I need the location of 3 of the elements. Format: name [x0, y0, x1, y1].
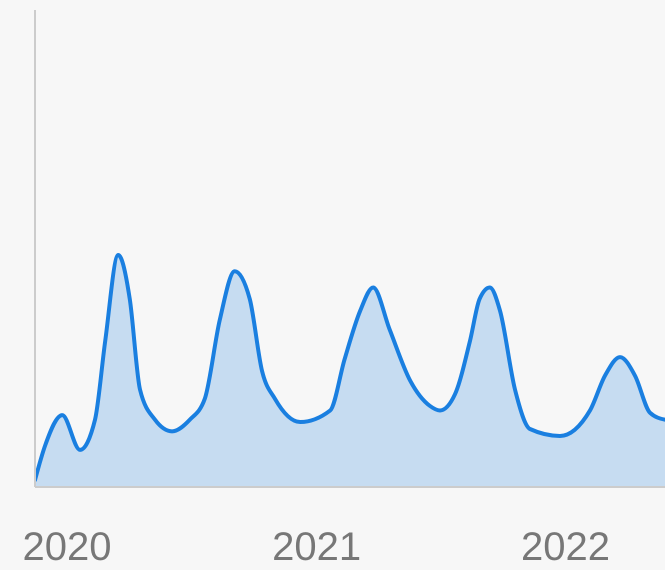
x-tick-label: 2020 [22, 525, 112, 569]
x-tick-label: 2021 [272, 525, 362, 569]
x-tick-label: 2022 [520, 525, 610, 569]
